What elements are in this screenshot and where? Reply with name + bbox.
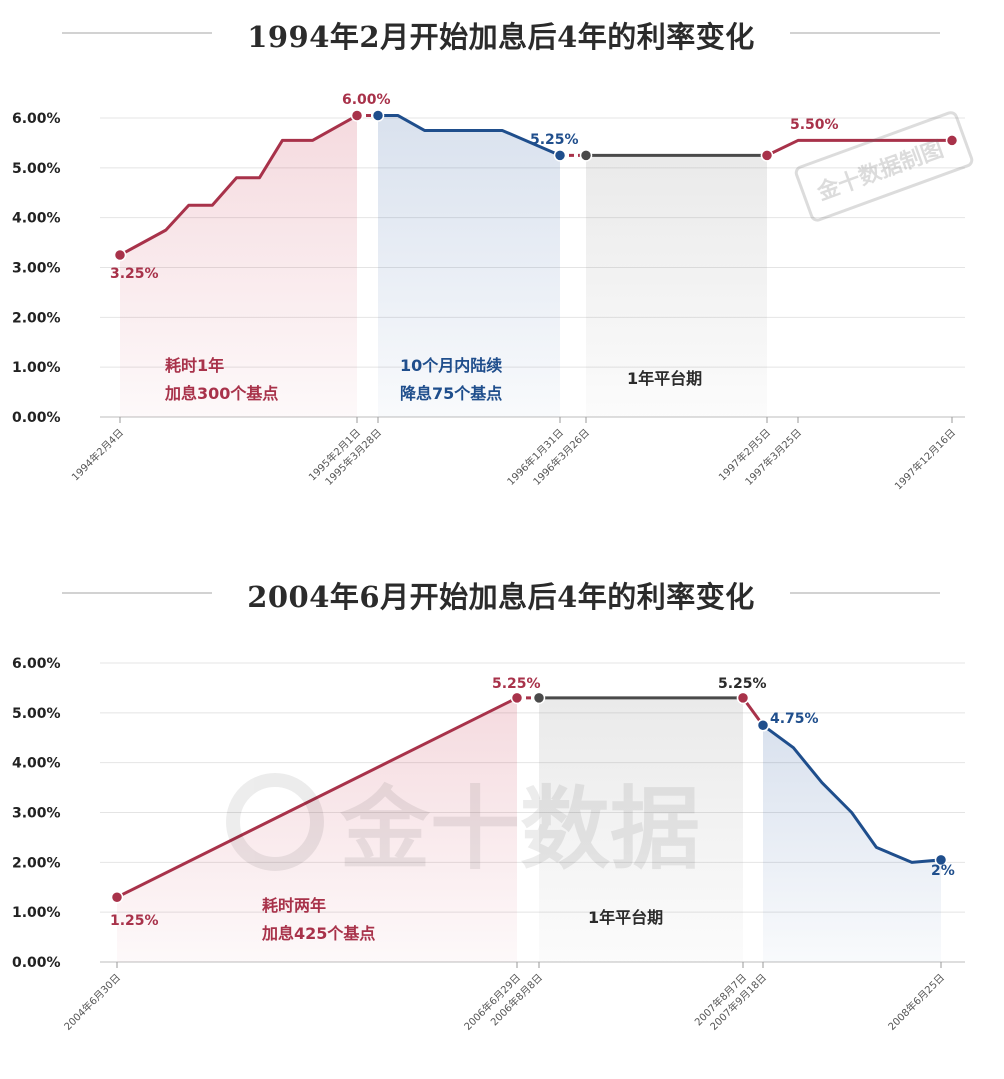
data-label: 6.00% — [342, 92, 391, 108]
annotation-text: 耗时两年 — [262, 896, 326, 915]
data-point — [371, 109, 385, 122]
y-tick-label: 0.00% — [12, 410, 61, 426]
annotation-text: 1年平台期 — [588, 908, 663, 927]
watermark-text: 金十数据 — [339, 777, 700, 882]
data-point — [113, 248, 127, 262]
annotation-text: 耗时1年 — [165, 356, 224, 375]
y-tick-label: 6.00% — [12, 111, 61, 127]
data-point — [532, 691, 546, 705]
y-tick-label: 4.00% — [12, 211, 61, 227]
data-point — [756, 719, 770, 732]
y-tick-label: 4.00% — [12, 756, 61, 772]
stamp-border — [794, 111, 974, 222]
data-point — [736, 691, 750, 705]
series-line — [376, 114, 562, 157]
data-point — [553, 149, 567, 162]
y-tick-label: 3.00% — [12, 261, 61, 277]
series-line — [765, 138, 954, 157]
y-tick-label: 1.00% — [12, 905, 61, 921]
y-tick-label: 6.00% — [12, 656, 61, 672]
annotation-text: 加息425个基点 — [261, 924, 375, 943]
chart-title: 2004年6月开始加息后4年的利率变化 — [247, 580, 755, 614]
annotation-text: 1年平台期 — [627, 369, 702, 388]
line-chart: 0.00% 1.00% 2.00% 3.00% 4.00% 5.00% 6.00% 1994年… — [12, 92, 974, 492]
data-label: 4.75% — [770, 711, 819, 727]
shaded-area — [117, 697, 517, 962]
shaded-area — [539, 697, 743, 962]
data-label: 5.25% — [492, 676, 541, 692]
series-line — [115, 696, 519, 899]
data-point — [579, 149, 593, 162]
annotation-text: 10个月内陆续 — [400, 356, 502, 375]
chart-panel-2004: 2004年6月开始加息后4年的利率变化 0.00% 1.00% 2.00% 3.00%… — [0, 560, 1004, 1079]
watermark-logo: 金十数据 — [226, 773, 700, 882]
title-rule-left — [62, 592, 212, 594]
watermark-logo-icon — [226, 773, 324, 871]
shaded-area — [763, 725, 941, 962]
line-chart: 0.00% 1.00% 2.00% 3.00% 4.00% 5.00% 6.00% 2004年… — [12, 656, 965, 1033]
data-point — [934, 853, 948, 867]
chart-panel-1994: 1994年2月开始加息后4年的利率变化 0.00% 1.00% 2.00% 3.00%… — [0, 8, 1004, 492]
stamp-text: 金十数据制图 — [813, 136, 947, 206]
y-tick-label: 3.00% — [12, 806, 61, 822]
series-line — [118, 114, 359, 257]
data-label: 2% — [931, 863, 955, 879]
annotation-text: 加息300个基点 — [164, 384, 278, 403]
x-tick-label: 1994年2月4日 — [69, 426, 126, 483]
y-tick-label: 5.00% — [12, 161, 61, 177]
chart-title-row: 1994年2月开始加息后4年的利率变化 — [0, 8, 1004, 58]
y-tick-label: 5.00% — [12, 706, 61, 722]
shaded-area — [586, 155, 767, 417]
series-line — [761, 723, 943, 864]
y-tick-label: 0.00% — [12, 955, 61, 971]
chart-title-row: 2004年6月开始加息后4年的利率变化 — [0, 568, 1004, 618]
shaded-area — [378, 115, 560, 417]
title-rule-left — [62, 32, 212, 34]
data-point — [110, 890, 124, 904]
data-label: 5.25% — [718, 676, 767, 692]
data-point — [945, 134, 959, 147]
x-tick-label: 2008年6月25日 — [885, 971, 947, 1033]
y-tick-label: 2.00% — [12, 855, 61, 871]
data-point — [350, 109, 364, 122]
x-tick-label: 1997年12月16日 — [892, 426, 958, 492]
data-label: 5.50% — [790, 117, 839, 133]
y-tick-label: 1.00% — [12, 360, 61, 376]
title-rule-right — [790, 32, 940, 34]
title-rule-right — [790, 592, 940, 594]
annotation-text: 降息75个基点 — [400, 384, 502, 403]
data-label: 5.25% — [530, 132, 579, 148]
data-label: 3.25% — [110, 266, 159, 282]
x-tick-label: 2004年6月30日 — [61, 971, 123, 1033]
x-tick-label: 1997年3月25日 — [742, 426, 804, 488]
chart-title: 1994年2月开始加息后4年的利率变化 — [247, 20, 755, 54]
shaded-area — [120, 115, 357, 417]
data-point — [510, 691, 524, 705]
data-label: 1.25% — [110, 913, 159, 929]
y-tick-label: 2.00% — [12, 310, 61, 326]
data-point — [760, 149, 774, 162]
